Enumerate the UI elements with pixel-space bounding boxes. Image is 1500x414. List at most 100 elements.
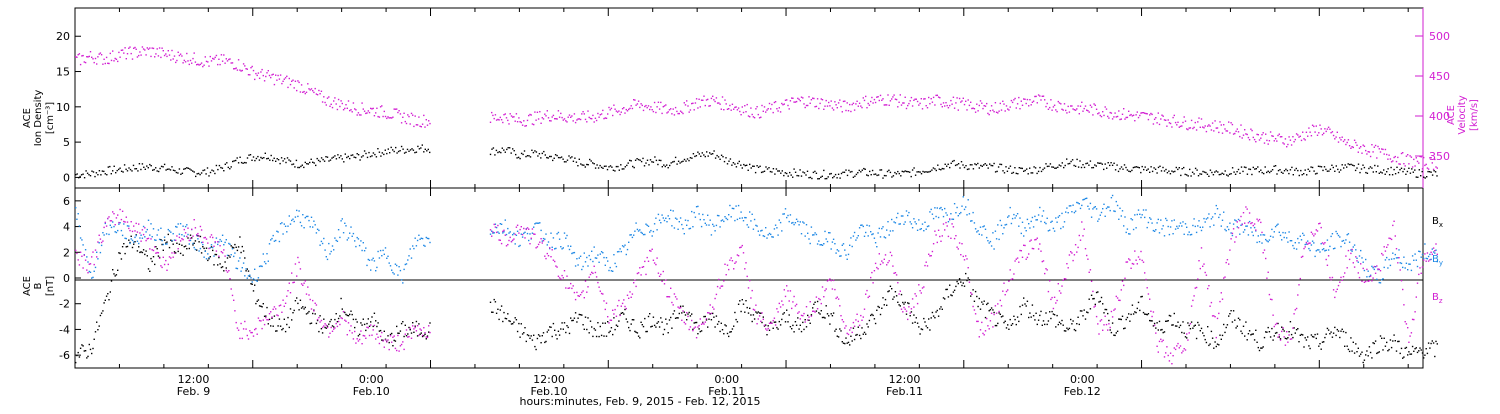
velocity-point-12-1 [254,79,255,80]
bz-point-55-2 [892,265,893,266]
bx-point-33-6 [571,320,572,321]
by-point-35-3 [597,254,598,255]
bz-point-56-4 [910,312,911,313]
by-point-45-8 [752,214,753,215]
velocity-point-14-0 [282,81,283,82]
bx-point-74-7 [1180,325,1181,326]
density-point-33-0 [564,161,565,162]
bz-point-21-10 [398,350,399,351]
density-point-73-8 [1168,171,1169,172]
bx-point-72-4 [1147,314,1148,315]
bx-point-47-7 [780,324,781,325]
velocity-point-21-9 [397,112,398,113]
by-point-90-11 [1422,254,1423,255]
bz-point-57-4 [924,265,925,266]
by-point-3-6 [127,225,128,226]
velocity-point-82-9 [1301,140,1302,141]
bz-point-55-1 [891,255,892,256]
bz-point-62-2 [996,313,997,314]
density-point-17-3 [331,157,332,158]
bz-point-4-11 [148,238,149,239]
bz-point-30-9 [531,238,532,239]
velocity-point-38-6 [645,105,646,106]
bx-point-49-11 [814,302,815,303]
density-point-18-4 [348,156,349,157]
bz-point-37-9 [634,280,635,281]
bx-point-21-3 [390,334,391,335]
velocity-point-13-8 [277,75,278,76]
bx-point-75-8 [1196,338,1197,339]
density-point-36-8 [620,164,621,165]
by-point-46-1 [758,231,759,232]
velocity-point-83-5 [1311,135,1312,136]
density-point-90-8 [1420,175,1421,176]
velocity-point-80-4 [1265,134,1266,135]
bz-point-11-7 [247,335,248,336]
by-point-7-9 [190,240,191,241]
bx-point-44-9 [738,304,739,305]
velocity-point-33-11 [577,118,578,119]
bx-point-32-4 [554,330,555,331]
bz-point-36-10 [621,306,622,307]
velocity-point-73-0 [1156,122,1157,123]
density-point-35-2 [596,164,597,165]
by-point-41-10 [695,217,696,218]
density-point-40-4 [674,161,675,162]
by-point-51-4 [835,252,836,253]
bx-point-4-8 [144,254,145,255]
by-point-33-7 [573,252,574,253]
velocity-point-91-9 [1434,159,1435,160]
by-point-45-4 [747,224,748,225]
bx-point-14-11 [296,297,297,298]
by-point-70-3 [1116,201,1117,202]
by-point-41-6 [690,228,691,229]
velocity-point-77-3 [1219,121,1220,122]
bz-point-4-3 [138,223,139,224]
bx-point-73-10 [1169,315,1170,316]
bz-point-16-2 [315,303,316,304]
velocity-point-30-9 [531,114,532,115]
velocity-point-86-4 [1354,140,1355,141]
density-point-39-6 [662,166,663,167]
by-point-2-8 [115,231,116,232]
velocity-point-78-8 [1240,124,1241,125]
bx-point-16-9 [323,319,324,320]
bz-point-51-8 [840,315,841,316]
velocity-point-29-2 [507,120,508,121]
by-point-80-8 [1270,236,1271,237]
by-point-50-10 [828,232,829,233]
density-point-56-5 [912,169,913,170]
bx-point-66-2 [1055,326,1056,327]
density-point-8-2 [197,173,198,174]
by-point-39-8 [663,217,664,218]
bz-point-62-8 [1003,283,1004,284]
velocity-point-82-3 [1293,141,1294,142]
bx-point-64-8 [1033,315,1034,316]
bz-point-13-5 [274,306,275,307]
density-point-60-7 [974,163,975,164]
bz-point-51-0 [831,280,832,281]
velocity-point-43-7 [721,109,722,110]
velocity-point-59-10 [961,100,962,101]
bx-point-78-5 [1237,326,1238,327]
density-point-8-4 [199,174,200,175]
velocity-point-30-7 [528,115,529,116]
density-point-87-9 [1377,165,1378,166]
density-point-7-7 [189,168,190,169]
velocity-point-72-1 [1143,112,1144,113]
velocity-point-59-2 [951,104,952,105]
by-point-12-3 [257,281,258,282]
bx-point-6-2 [166,241,167,242]
velocity-point-43-11 [726,103,727,104]
density-point-4-4 [140,169,141,170]
density-point-56-9 [918,171,919,172]
by-point-45-1 [743,220,744,221]
velocity-point-62-1 [995,102,996,103]
density-point-59-0 [949,167,950,168]
bz-point-10-8 [233,300,234,301]
density-point-76-1 [1202,171,1203,172]
bx-point-3-1 [121,258,122,259]
velocity-point-85-6 [1342,137,1343,138]
bx-point-63-1 [1010,319,1011,320]
bx-point-62-6 [1001,316,1002,317]
